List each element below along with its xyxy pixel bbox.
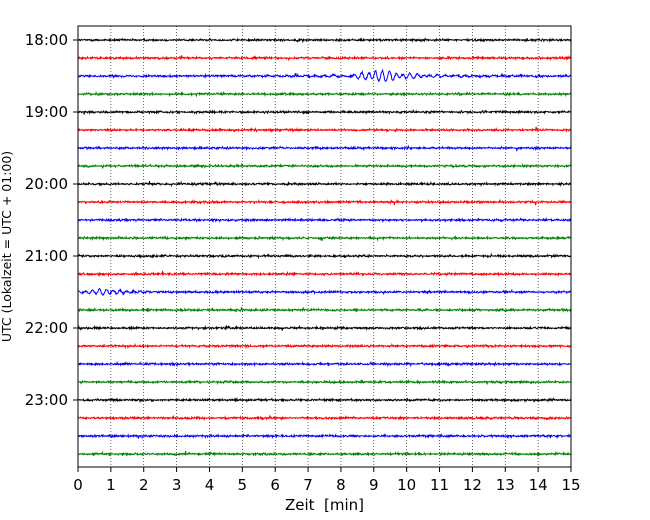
trace-line xyxy=(77,432,572,440)
x-tick-label: 11 xyxy=(430,476,449,494)
trace-line xyxy=(77,37,572,44)
trace-line xyxy=(77,90,572,98)
x-tick-label: 0 xyxy=(73,476,83,494)
trace-line xyxy=(77,324,572,331)
trace-line xyxy=(77,180,572,188)
trace-line xyxy=(77,414,572,421)
x-tick-label: 2 xyxy=(139,476,149,494)
x-tick-label: 5 xyxy=(238,476,248,494)
x-tick-label: 10 xyxy=(397,476,416,494)
x-tick-label: 4 xyxy=(205,476,215,494)
y-tick-label: 21:00 xyxy=(25,247,68,265)
trace-line xyxy=(77,378,572,386)
trace-line xyxy=(77,360,572,368)
y-tick-label: 18:00 xyxy=(25,31,68,49)
trace-line xyxy=(77,163,572,170)
y-tick-label: 22:00 xyxy=(25,319,68,337)
trace-line xyxy=(77,287,572,297)
trace-lines xyxy=(77,37,572,457)
trace-line xyxy=(77,54,572,62)
y-axis: 18:00 19:00 20:00 21:00 22:00 23:00 xyxy=(25,31,78,409)
trace-line xyxy=(77,68,572,83)
trace-line xyxy=(77,252,572,260)
x-tick-label: 13 xyxy=(496,476,515,494)
trace-line xyxy=(77,109,572,116)
trace-line xyxy=(77,198,572,206)
x-axis-title: Zeit [min] xyxy=(285,496,364,514)
trace-line xyxy=(77,270,572,278)
x-tick-label: 1 xyxy=(106,476,116,494)
x-tick-label: 9 xyxy=(369,476,379,494)
y-axis-title: UTC (Lokalzeit = UTC + 01:00) xyxy=(0,151,14,342)
trace-line xyxy=(77,234,572,242)
trace-line xyxy=(77,342,572,350)
x-tick-label: 14 xyxy=(529,476,548,494)
x-tick-label: 6 xyxy=(270,476,280,494)
x-axis: 0 1 2 3 4 5 6 7 8 9 10 11 12 13 14 15 xyxy=(73,467,581,494)
plot-frame xyxy=(77,25,572,468)
trace-line xyxy=(77,126,572,134)
x-tick-label: 15 xyxy=(561,476,580,494)
trace-line xyxy=(77,216,572,224)
trace-line xyxy=(77,144,572,152)
y-tick-label: 23:00 xyxy=(25,391,68,409)
x-tick-label: 8 xyxy=(336,476,346,494)
x-tick-label: 3 xyxy=(172,476,182,494)
trace-line xyxy=(77,396,572,404)
x-tick-label: 12 xyxy=(463,476,482,494)
trace-line xyxy=(77,450,572,457)
trace-line xyxy=(77,306,572,314)
y-tick-label: 20:00 xyxy=(25,175,68,193)
x-tick-label: 7 xyxy=(303,476,313,494)
y-tick-label: 19:00 xyxy=(25,103,68,121)
